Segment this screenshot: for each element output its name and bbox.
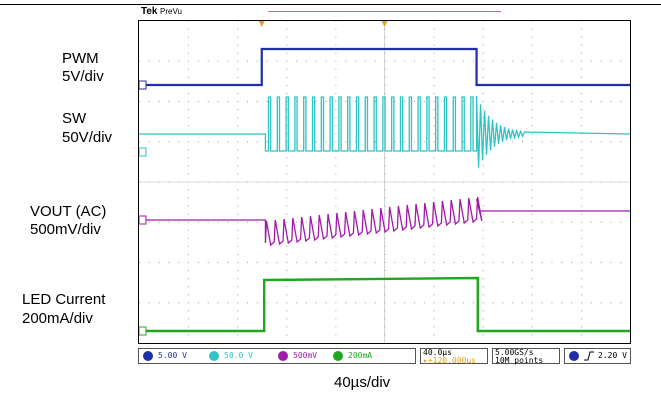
ch1-marker-icon	[143, 351, 153, 361]
status-bar: 5.00 V 50.0 V 500mV 200mA 40.0µs ▸+120.0…	[138, 348, 631, 366]
channel-1-ground-marker	[138, 80, 147, 90]
channel-4-ground-marker	[138, 326, 147, 336]
scope-display	[138, 20, 631, 344]
led-current-trace	[139, 276, 630, 333]
sw-name-label: SW	[62, 110, 87, 127]
trigger-source-icon	[569, 351, 579, 361]
top-rule	[0, 4, 661, 5]
channel-2-ground-marker	[138, 147, 147, 157]
rising-edge-icon	[584, 351, 594, 361]
sw-trace	[139, 95, 631, 168]
ch2-marker-icon	[209, 351, 219, 361]
pwm-scale-label: 5V/div	[62, 68, 104, 85]
vout-scale-label: 500mV/div	[30, 221, 101, 238]
trigger-level[interactable]: 2.20 V	[598, 351, 627, 360]
ch3-scale[interactable]: 500mV	[293, 351, 318, 360]
pwm-trace	[139, 47, 630, 87]
record-length: 10M points	[495, 356, 544, 365]
timebase-box	[420, 348, 488, 364]
ch4-marker-icon	[333, 351, 343, 361]
mode-label: PreVu	[160, 7, 182, 16]
channel-3-ground-marker	[138, 215, 147, 225]
vout-trace	[139, 196, 630, 247]
channel-markers	[143, 351, 343, 361]
ch3-marker-icon	[278, 351, 288, 361]
led-scale-label: 200mA/div	[22, 310, 93, 327]
trigger-position[interactable]: ▸+120.000µs	[423, 356, 476, 365]
acquisition-box	[492, 348, 560, 364]
trigger-box	[564, 348, 631, 364]
led-name-label: LED Current	[22, 291, 106, 308]
ch1-scale[interactable]: 5.00 V	[158, 351, 187, 360]
trigger-icons	[569, 351, 594, 361]
trigger-marker-icon	[258, 21, 265, 27]
ch4-scale[interactable]: 200mA	[348, 351, 373, 360]
channel-scale-box	[138, 348, 416, 364]
sample-rate: 5.00GS/s	[495, 348, 534, 357]
record-position-line	[268, 11, 501, 12]
center-marker-icon	[381, 21, 388, 27]
time-scale-label: 40µs/div	[334, 374, 391, 391]
timebase-value[interactable]: 40.0µs	[423, 348, 452, 357]
sw-scale-label: 50V/div	[62, 129, 113, 146]
pwm-name-label: PWM	[62, 50, 99, 67]
ch2-scale[interactable]: 50.0 V	[224, 351, 253, 360]
vout-name-label: VOUT (AC)	[30, 203, 107, 220]
brand-label: Tek	[141, 6, 158, 17]
waveform-plot	[138, 20, 631, 343]
